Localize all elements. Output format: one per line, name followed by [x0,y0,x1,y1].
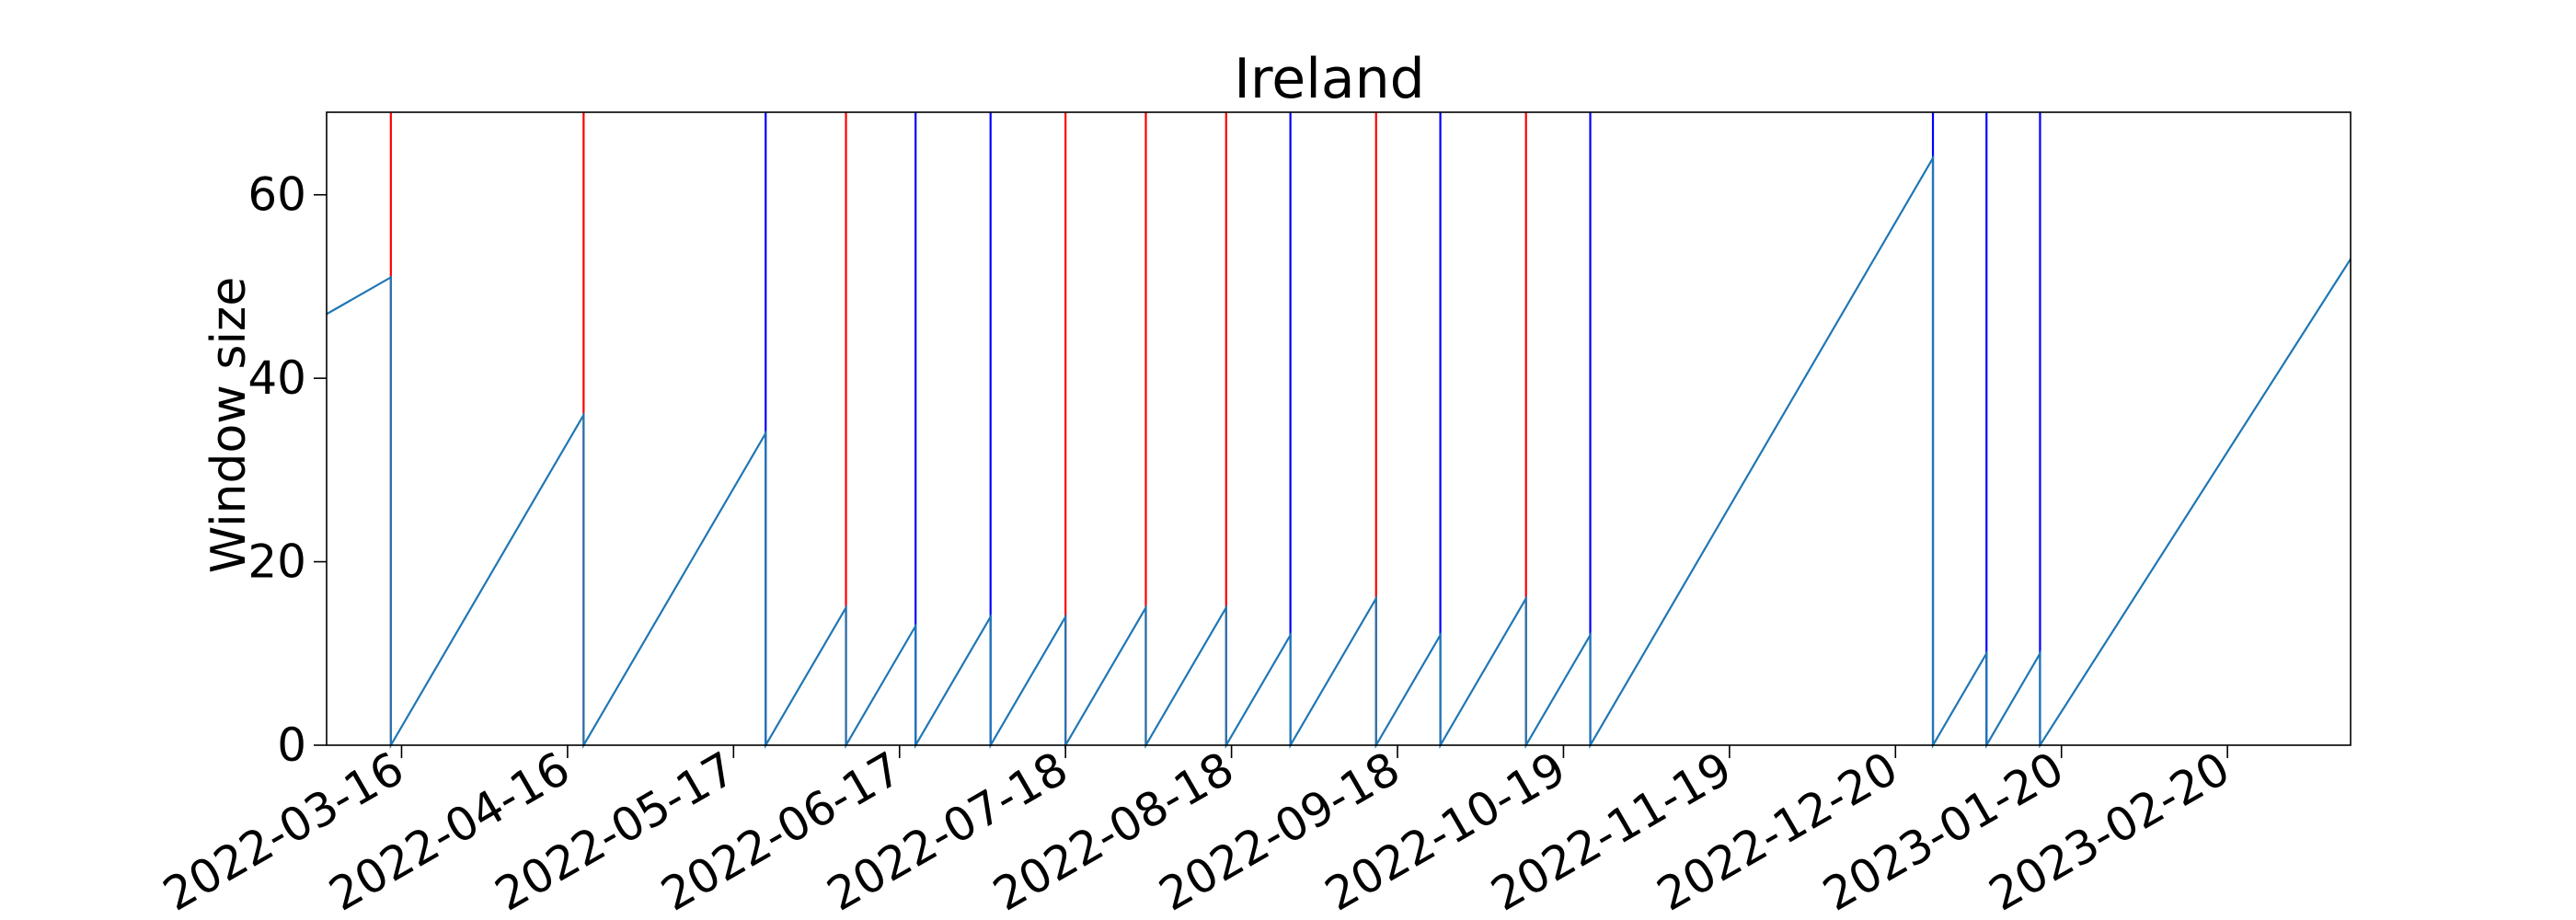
y-tick-label-0: 0 [277,719,306,772]
series-layer [326,154,2352,750]
ticks-layer: 02040602022-03-162022-04-162022-05-17202… [155,168,2238,920]
plot-frame [326,111,2352,746]
y-tick-label-40: 40 [247,351,306,405]
series-line-0 [326,154,2352,750]
y-axis-label: Window size [201,277,257,573]
chart-title: Ireland [1234,47,1425,111]
y-tick-label-20: 20 [247,535,306,589]
y-tick-label-60: 60 [247,168,306,222]
